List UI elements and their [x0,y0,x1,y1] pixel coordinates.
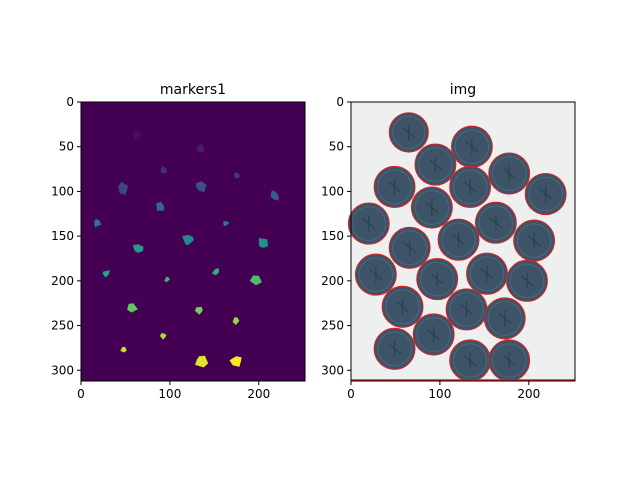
x-tick-label: 0 [347,387,355,401]
img-y-axis: 0 50 100 150 200 250 300 [321,95,351,377]
markers1-panel: markers1 0 100 200 0 50 100 150 200 250 300 [51,82,306,401]
marker-region [229,356,242,367]
coin [388,112,429,153]
axes-frame [350,101,576,382]
coin [506,259,548,302]
markers1-y-axis: 0 50 100 150 200 250 300 [51,95,81,377]
marker-region [194,306,203,315]
marker-region [232,317,240,325]
marker-region [211,268,220,276]
y-tick-label: 300 [321,363,344,377]
marker-region [120,346,127,353]
y-tick-label: 0 [66,95,74,109]
image-background [81,102,305,381]
marker-region [156,201,165,211]
y-tick-label: 300 [51,363,74,377]
markers1-x-axis: 0 100 200 [77,381,270,401]
img-panel: img 0 100 200 0 50 100 150 200 250 300 [321,82,576,401]
coin [437,218,480,261]
coin [347,202,390,245]
coin [466,252,508,295]
markers1-title: markers1 [160,82,226,98]
marker-region [102,270,110,278]
x-tick-label: 100 [428,387,451,401]
coin [416,257,459,301]
coin [488,339,531,382]
coin [373,327,416,370]
marker-region [132,129,141,140]
marker-region [164,277,171,282]
coin [412,313,455,356]
marker-region [94,219,102,228]
y-tick-label: 100 [321,184,344,198]
marker-region [195,355,209,368]
marker-region [270,190,279,201]
marker-region [258,238,269,248]
y-tick-label: 50 [59,140,74,154]
coin [449,339,492,382]
coin [381,285,424,328]
y-tick-label: 250 [51,319,74,333]
coin [474,201,517,244]
marker-region [234,172,240,179]
y-tick-label: 50 [329,140,344,154]
marker-region [127,303,138,313]
coin [449,165,492,209]
marker-region [223,221,230,226]
y-tick-label: 200 [321,274,344,288]
img-title: img [450,82,476,98]
marker-region [132,244,144,253]
y-tick-label: 0 [336,95,344,109]
coin [450,125,493,168]
coin [410,186,453,229]
img-plot-area [347,101,576,382]
x-tick-label: 200 [247,387,270,401]
y-tick-label: 150 [51,229,74,243]
coin [354,253,397,296]
marker-region [249,275,262,286]
img-x-axis: 0 100 200 [347,381,540,401]
x-tick-label: 200 [517,387,540,401]
marker-region [195,181,207,193]
coin [414,143,457,186]
marker-region [160,333,167,340]
y-tick-label: 200 [51,274,74,288]
x-tick-label: 0 [77,387,85,401]
y-tick-label: 150 [321,229,344,243]
marker-region [182,234,195,246]
coin [488,152,531,195]
coin [524,173,567,216]
y-tick-label: 250 [321,319,344,333]
marker-region [197,143,205,153]
marker-region [160,165,168,174]
coin [513,219,556,262]
y-tick-label: 100 [51,184,74,198]
x-tick-label: 100 [158,387,181,401]
coin [373,165,416,209]
coin [445,288,488,331]
coin [388,226,431,269]
coin [483,297,526,340]
marker-region [118,181,129,196]
markers1-plot-area [80,101,306,382]
axes-frame [80,101,306,382]
